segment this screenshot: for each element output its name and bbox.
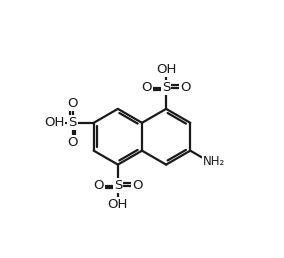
Text: O: O xyxy=(93,179,104,192)
Text: S: S xyxy=(114,179,122,192)
Text: OH: OH xyxy=(44,116,64,129)
Text: O: O xyxy=(141,81,152,94)
Text: O: O xyxy=(67,97,78,110)
Text: S: S xyxy=(68,116,77,129)
Text: OH: OH xyxy=(108,198,128,211)
Text: S: S xyxy=(162,81,170,94)
Text: OH: OH xyxy=(156,63,176,76)
Text: O: O xyxy=(132,179,143,192)
Text: O: O xyxy=(180,81,191,94)
Text: O: O xyxy=(67,136,78,149)
Text: NH₂: NH₂ xyxy=(203,155,225,168)
